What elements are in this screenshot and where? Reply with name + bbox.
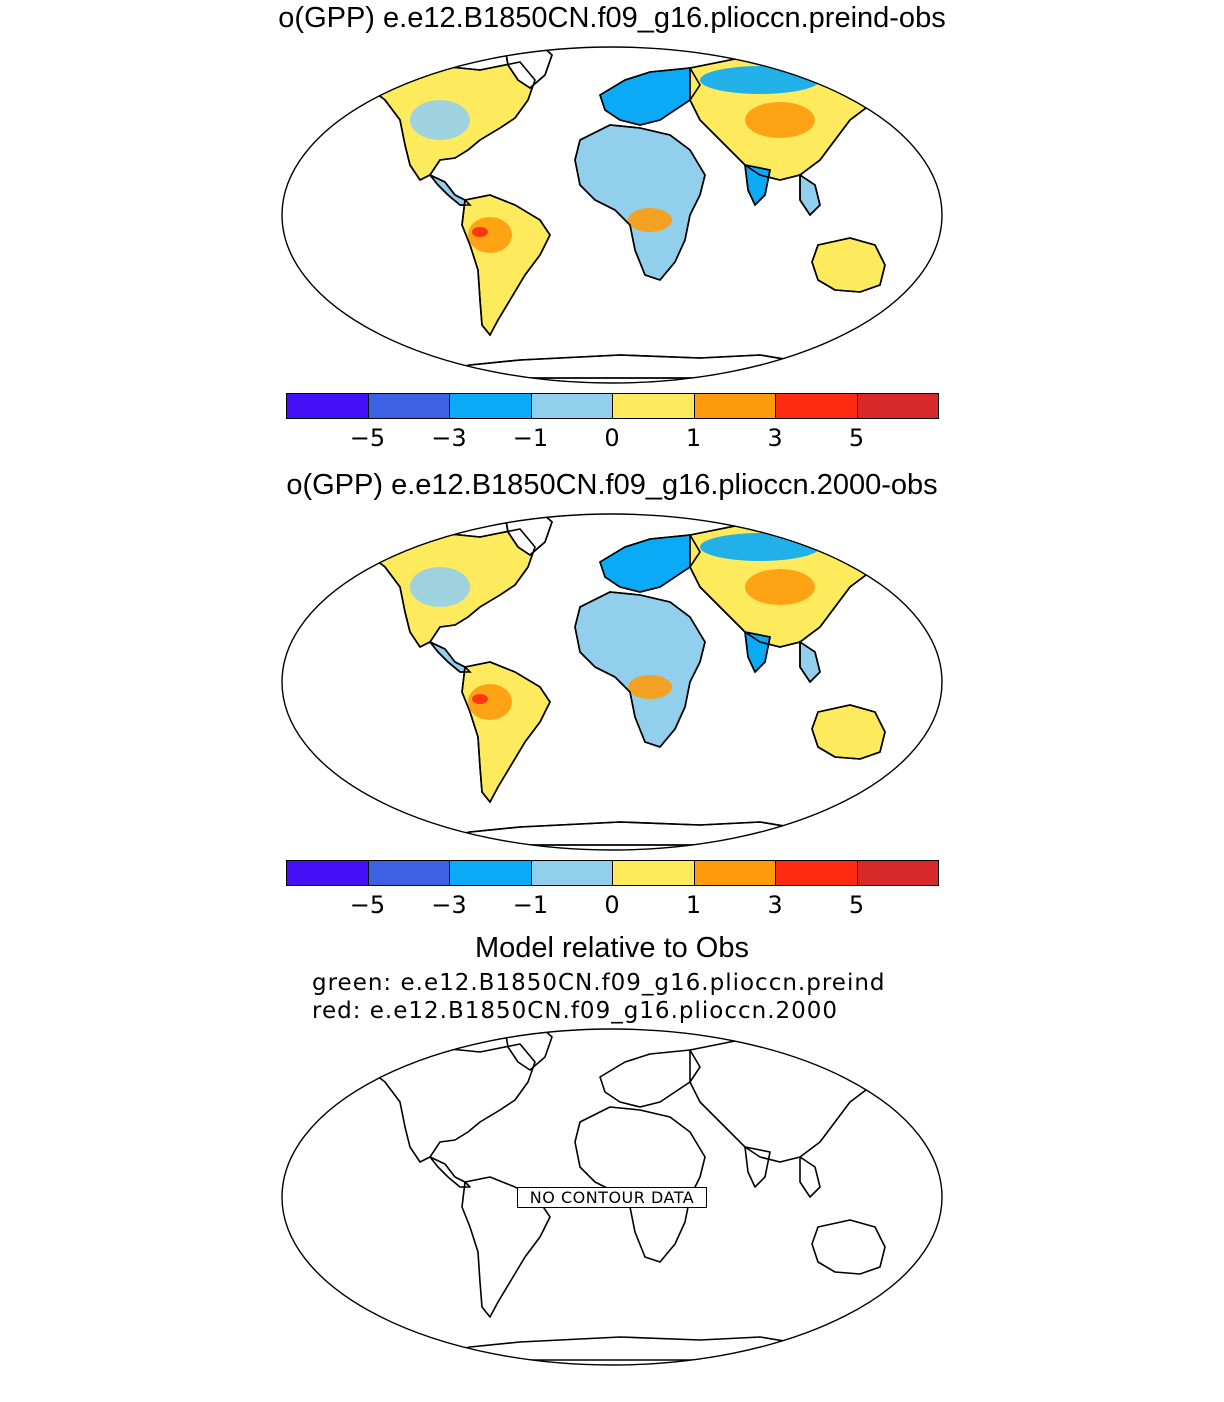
central-america-outline xyxy=(429,641,471,673)
colorbar-tick-label: 1 xyxy=(685,891,702,919)
colorbar-swatch xyxy=(449,860,532,886)
colorbar-swatch xyxy=(530,860,613,886)
anomaly-patch xyxy=(745,102,815,138)
panel2-map xyxy=(281,513,943,851)
colorbar-swatch xyxy=(367,393,450,419)
colorbar-swatch xyxy=(530,393,613,419)
africa-outline xyxy=(574,591,706,748)
panel2-colorbar-labels: −5 −3 −1 0 1 3 5 xyxy=(0,891,1224,921)
anomaly-patch xyxy=(700,66,820,94)
map-border xyxy=(281,46,943,384)
map-border xyxy=(281,513,943,851)
anomaly-patch xyxy=(825,247,875,277)
colorbar-swatch xyxy=(286,393,369,419)
panel3-map xyxy=(281,1028,943,1366)
anomaly-patch xyxy=(825,714,875,744)
greenland-outline xyxy=(504,1029,553,1071)
colorbar-tick-label: −3 xyxy=(431,424,467,452)
colorbar-tick-label: −5 xyxy=(349,891,386,919)
map-border xyxy=(281,1028,943,1366)
colorbar-tick-label: 5 xyxy=(848,891,865,919)
africa-outline xyxy=(574,1106,706,1263)
panel1-map xyxy=(281,46,943,384)
colorbar-swatch xyxy=(856,860,939,886)
anomaly-patch xyxy=(410,100,470,140)
antarctica-outline xyxy=(419,354,821,379)
panel2-title: o(GPP) e.e12.B1850CN.f09_g16.plioccn.200… xyxy=(286,469,938,501)
colorbar-swatch xyxy=(693,393,776,419)
south-america-outline xyxy=(461,661,551,803)
anomaly-patch xyxy=(410,567,470,607)
anomaly-patch xyxy=(472,227,488,237)
central-america-outline xyxy=(429,1156,471,1188)
colorbar-swatch xyxy=(856,393,939,419)
colorbar-tick-label: −3 xyxy=(431,891,467,919)
colorbar-swatch xyxy=(449,393,532,419)
anomaly-patch xyxy=(472,694,488,704)
colorbar-tick-label: 0 xyxy=(604,891,620,919)
south-america-outline xyxy=(461,194,551,336)
colorbar-swatch xyxy=(286,860,369,886)
north-america-outline xyxy=(369,1043,536,1163)
legend-red-text: red: e.e12.B1850CN.f09_g16.plioccn.2000 xyxy=(312,998,839,1024)
anomaly-patch xyxy=(700,533,820,561)
se-asia-outline xyxy=(799,1156,821,1198)
panel1-colorbar-labels: −5 −3 −1 0 1 3 5 xyxy=(0,424,1224,454)
colorbar-swatch xyxy=(775,393,858,419)
colorbar-tick-label: 3 xyxy=(767,424,783,452)
colorbar-swatch xyxy=(775,860,858,886)
australia-outline xyxy=(811,1219,886,1275)
central-america-outline xyxy=(429,174,471,206)
colorbar-tick-label: 3 xyxy=(767,891,783,919)
no-contour-data-label: NO CONTOUR DATA xyxy=(517,1187,707,1208)
colorbar-swatch xyxy=(612,393,695,419)
colorbar-tick-label: −1 xyxy=(512,891,549,919)
europe-outline xyxy=(599,1049,701,1108)
colorbar-tick-label: 1 xyxy=(685,424,702,452)
anomaly-patch xyxy=(628,675,672,699)
colorbar-swatch xyxy=(612,860,695,886)
panel1-title: o(GPP) e.e12.B1850CN.f09_g16.plioccn.pre… xyxy=(278,2,946,34)
anomaly-patch xyxy=(745,569,815,605)
colorbar-tick-label: −5 xyxy=(349,424,386,452)
anomaly-patch xyxy=(468,217,512,253)
india-outline xyxy=(744,1146,771,1188)
colorbar-swatch xyxy=(367,860,450,886)
antarctica-outline xyxy=(419,1336,821,1361)
panel3-title: Model relative to Obs xyxy=(474,932,749,964)
colorbar-tick-label: −1 xyxy=(512,424,549,452)
anomaly-patch xyxy=(628,208,672,232)
panel1-colorbar xyxy=(286,393,939,419)
panel2-colorbar xyxy=(286,860,939,886)
colorbar-tick-label: 0 xyxy=(604,424,620,452)
africa-outline xyxy=(574,124,706,281)
legend-green-text: green: e.e12.B1850CN.f09_g16.plioccn.pre… xyxy=(312,970,886,996)
antarctica-outline xyxy=(419,821,821,846)
asia-outline xyxy=(689,1039,881,1163)
anomaly-patch xyxy=(468,684,512,720)
colorbar-swatch xyxy=(693,860,776,886)
colorbar-tick-label: 5 xyxy=(848,424,865,452)
